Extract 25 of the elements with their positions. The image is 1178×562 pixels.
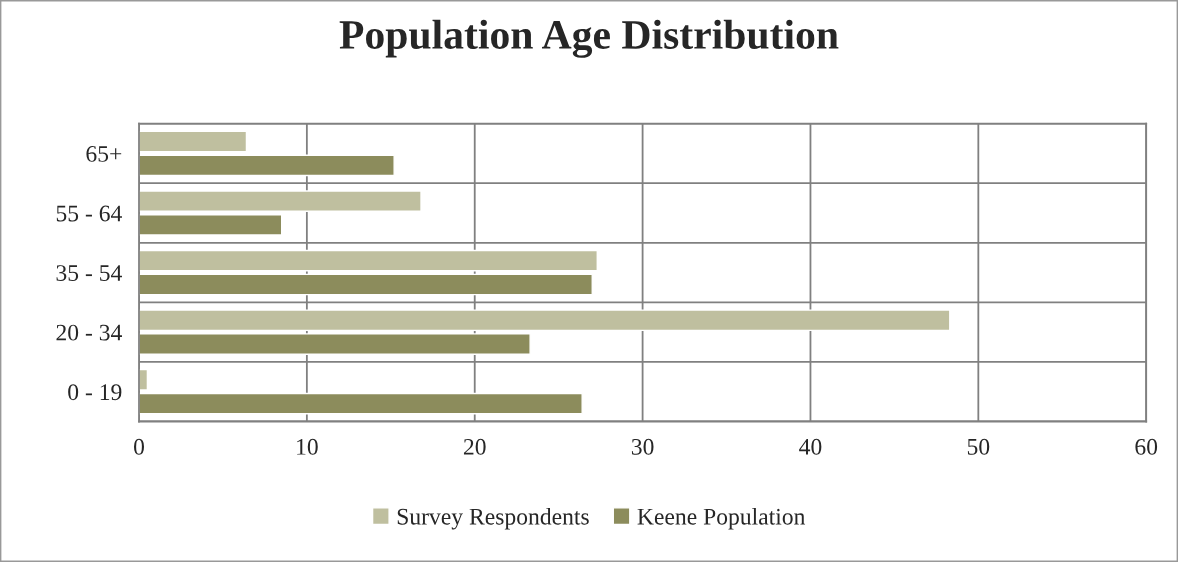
bar [139, 214, 283, 236]
bar [139, 392, 583, 415]
bar [139, 368, 149, 391]
bar [139, 273, 593, 296]
x-tick-label: 20 [463, 438, 486, 455]
bar [139, 154, 395, 177]
legend-label: Keene Population [637, 508, 806, 530]
x-tick-label: 50 [967, 438, 990, 455]
bar [139, 333, 531, 355]
y-tick-label: 35 - 54 [56, 265, 122, 281]
x-tick-label: 30 [631, 438, 654, 455]
legend-label: Survey Respondents [397, 508, 589, 530]
y-tick-label: 55 - 64 [56, 205, 122, 222]
bar [139, 309, 951, 332]
x-tick-label: 10 [297, 438, 318, 455]
y-tick-label: 0 - 19 [68, 384, 122, 401]
y-tick-label: 20 - 34 [56, 324, 122, 341]
bar [139, 130, 248, 153]
x-tick-label: 60 [1135, 438, 1158, 455]
y-tick-label: 65+ [86, 145, 122, 162]
bar [139, 249, 598, 272]
bar [139, 190, 422, 212]
x-tick-label: 0 [134, 438, 145, 455]
chart-title: Population Age Distribution [339, 19, 839, 58]
x-tick-label: 40 [799, 438, 822, 455]
